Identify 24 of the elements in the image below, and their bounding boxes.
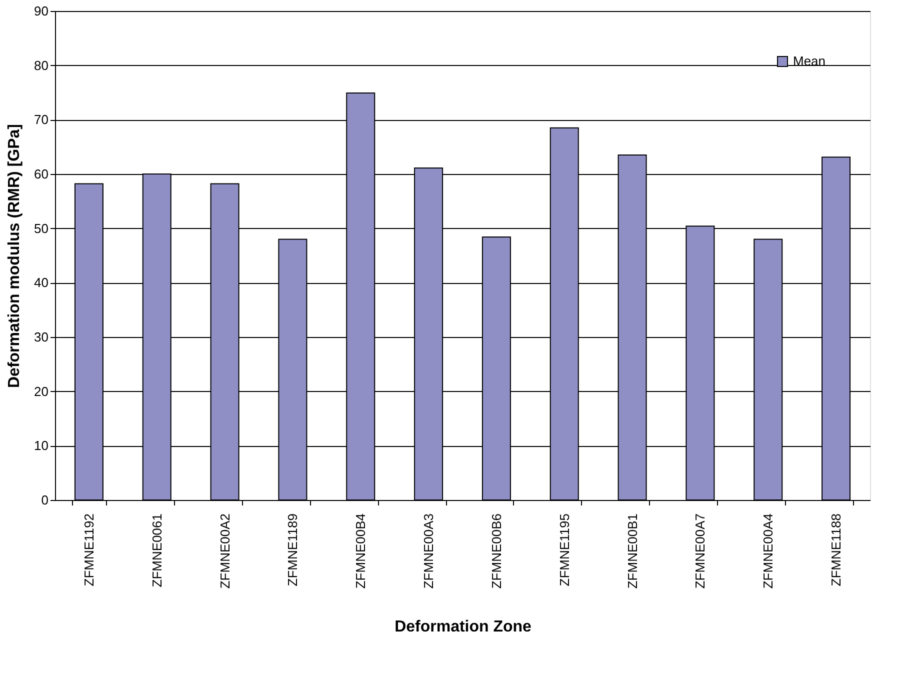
x-tick-label: ZFMNE00B1: [624, 514, 640, 589]
x-tick-label: ZFMNE00A2: [217, 514, 232, 589]
x-tick-label: ZFMNE1195: [556, 514, 572, 586]
y-tick-label: 50: [34, 220, 48, 236]
x-tick-label: ZFMNE1189: [285, 514, 300, 586]
x-tick-label: ZFMNE00A4: [760, 514, 776, 589]
x-tick-label: ZFMNE00A3: [421, 514, 436, 589]
y-tick-label: 40: [34, 275, 48, 290]
x-tick-label: ZFMNE00A7: [692, 514, 708, 589]
y-tick-label: 30: [34, 330, 48, 344]
x-tick-label: ZFMNE1188: [828, 514, 844, 586]
y-tick-label: 90: [34, 4, 48, 18]
x-tick-label: ZFMNE00B6: [488, 514, 504, 589]
y-tick-label: 80: [34, 58, 48, 73]
x-tick-label: ZFMNE1192: [81, 514, 96, 586]
y-tick-label: 20: [34, 384, 48, 399]
y-tick-label: 70: [34, 112, 48, 128]
x-axis-title: Deformation Zone: [394, 618, 532, 636]
y-tick-label: 10: [34, 438, 48, 454]
y-tick-label: 60: [34, 166, 48, 182]
y-axis-title: Deformation modulus (RMR) [GPa]: [6, 124, 24, 388]
y-tick-label: 0: [41, 492, 48, 508]
x-tick-label: ZFMNE00B4: [353, 514, 368, 589]
x-tick-label: ZFMNE0061: [149, 514, 164, 588]
